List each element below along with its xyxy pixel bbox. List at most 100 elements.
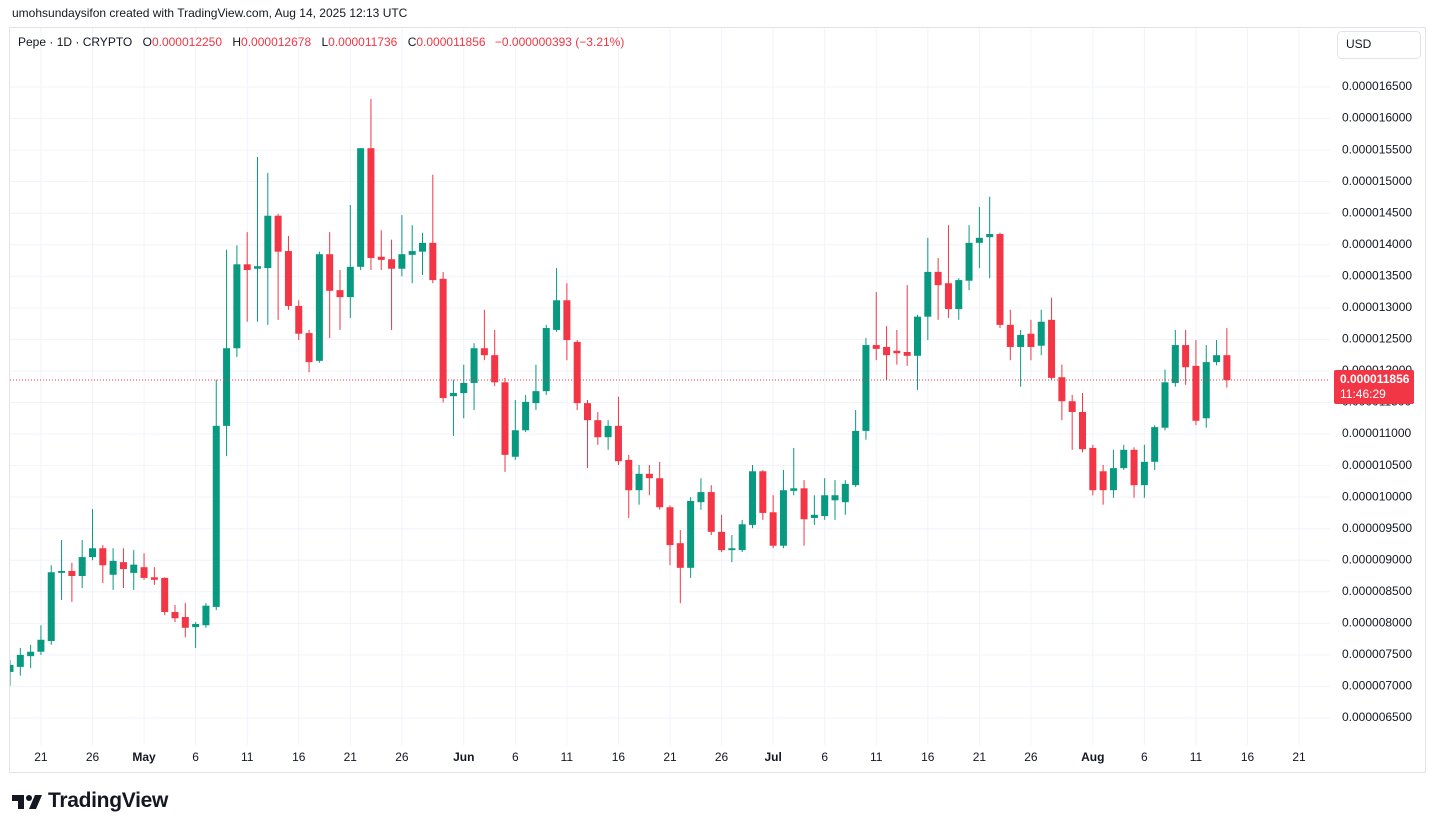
candle-body	[140, 567, 148, 578]
candle-body	[1171, 345, 1179, 383]
x-tick-label: 26	[715, 750, 729, 764]
candle-body	[1037, 321, 1045, 346]
y-tick-label: 0.000010500	[1342, 458, 1412, 472]
y-tick-label: 0.000007500	[1342, 647, 1412, 661]
x-tick-label: 16	[292, 750, 306, 764]
candle-body	[89, 548, 96, 558]
candle-body	[852, 430, 860, 486]
y-tick-label: 0.000013000	[1342, 300, 1412, 314]
candle-body	[202, 605, 210, 626]
candle-body	[171, 611, 179, 619]
candle-body	[810, 514, 818, 518]
candle-body	[1027, 333, 1035, 347]
candle-body	[1089, 447, 1097, 491]
x-tick-label: 11	[241, 750, 254, 764]
candle-body	[130, 564, 138, 573]
ohlc-key: C	[407, 35, 417, 49]
candle-body	[511, 430, 519, 457]
candle-body	[975, 237, 983, 243]
x-tick-label: 11	[870, 750, 883, 764]
candle-body	[254, 266, 261, 269]
candle-body	[1120, 449, 1128, 469]
candle-body	[1192, 365, 1200, 421]
candle-body	[790, 488, 798, 491]
candle-body	[955, 280, 963, 310]
candle-body	[223, 348, 231, 426]
y-tick-label: 0.000016500	[1342, 79, 1412, 93]
candle-body	[563, 300, 571, 341]
ohlc-value: 0.000012678	[241, 35, 312, 49]
ohlc-value: 0.000011856	[416, 35, 486, 49]
candle-body	[759, 471, 767, 513]
candle-body	[718, 531, 726, 551]
candle-body	[965, 242, 973, 281]
candle-body	[470, 348, 478, 383]
candle-body	[707, 492, 715, 532]
candle-body	[243, 264, 251, 270]
candle-body	[872, 345, 880, 349]
candle-body	[388, 259, 396, 269]
y-tick-label: 0.000008000	[1342, 616, 1412, 630]
candle-body	[315, 254, 323, 361]
ohlc-key: O	[142, 35, 152, 49]
logo[interactable]: TradingView	[48, 789, 169, 812]
currency-button[interactable]	[1337, 31, 1421, 59]
attribution: umohsundaysifon created with TradingView…	[12, 6, 408, 20]
candle-body	[1099, 471, 1107, 491]
candle-body	[377, 256, 385, 260]
x-tick-label: May	[132, 750, 156, 764]
y-tick-label: 0.000014000	[1342, 237, 1412, 251]
price-tag	[1334, 370, 1414, 405]
y-tick-label: 0.000007000	[1342, 679, 1412, 693]
candle-body	[346, 266, 354, 298]
candle-body	[1161, 382, 1169, 428]
candle-body	[625, 459, 633, 491]
x-tick-label: 26	[395, 750, 409, 764]
candle-body	[284, 251, 292, 306]
currency[interactable]: USD	[1346, 37, 1372, 51]
candle-body	[986, 234, 994, 238]
candle-body	[893, 350, 901, 354]
candle-body	[614, 425, 622, 462]
y-tick-label: 0.000016000	[1342, 111, 1412, 125]
candle-body	[480, 348, 488, 356]
x-tick-label: 16	[921, 750, 935, 764]
candle-body	[738, 524, 746, 551]
candle-body	[161, 577, 169, 612]
x-tick-label: 26	[86, 750, 100, 764]
candle-body	[1079, 411, 1086, 450]
candle-body	[676, 543, 684, 568]
candle-body	[1048, 319, 1056, 378]
candle-body	[357, 148, 365, 267]
candle-body	[233, 264, 241, 349]
x-tick-label: 6	[821, 750, 828, 764]
x-tick-label: Aug	[1081, 750, 1104, 764]
y-tick-label: 0.000015000	[1342, 174, 1412, 188]
candle-body	[1140, 461, 1148, 486]
candle-body	[749, 471, 756, 525]
candle-body	[181, 617, 189, 628]
x-tick-label: 21	[663, 750, 677, 764]
candle-body	[109, 560, 117, 575]
ohlc-value: 0.000011736	[328, 35, 398, 49]
candle-body	[68, 570, 76, 577]
candle-body	[398, 254, 406, 269]
y-tick-label: 0.000011000	[1342, 426, 1412, 440]
y-tick-label: 0.000006500	[1342, 710, 1412, 724]
logo-icon	[12, 795, 42, 809]
candle-body	[666, 507, 674, 546]
candle-body	[862, 345, 870, 431]
candle-body	[944, 283, 952, 310]
candle-body	[491, 355, 499, 383]
candle-body	[295, 305, 303, 334]
candle-body	[439, 278, 447, 399]
candle-body	[37, 639, 45, 652]
candle-body	[656, 478, 664, 508]
candle-body	[831, 495, 839, 501]
symbol[interactable]: Pepe · 1D · CRYPTO	[18, 35, 133, 49]
chart-frame	[9, 27, 1426, 773]
candle-body	[429, 242, 437, 281]
candle-body	[1006, 324, 1014, 347]
